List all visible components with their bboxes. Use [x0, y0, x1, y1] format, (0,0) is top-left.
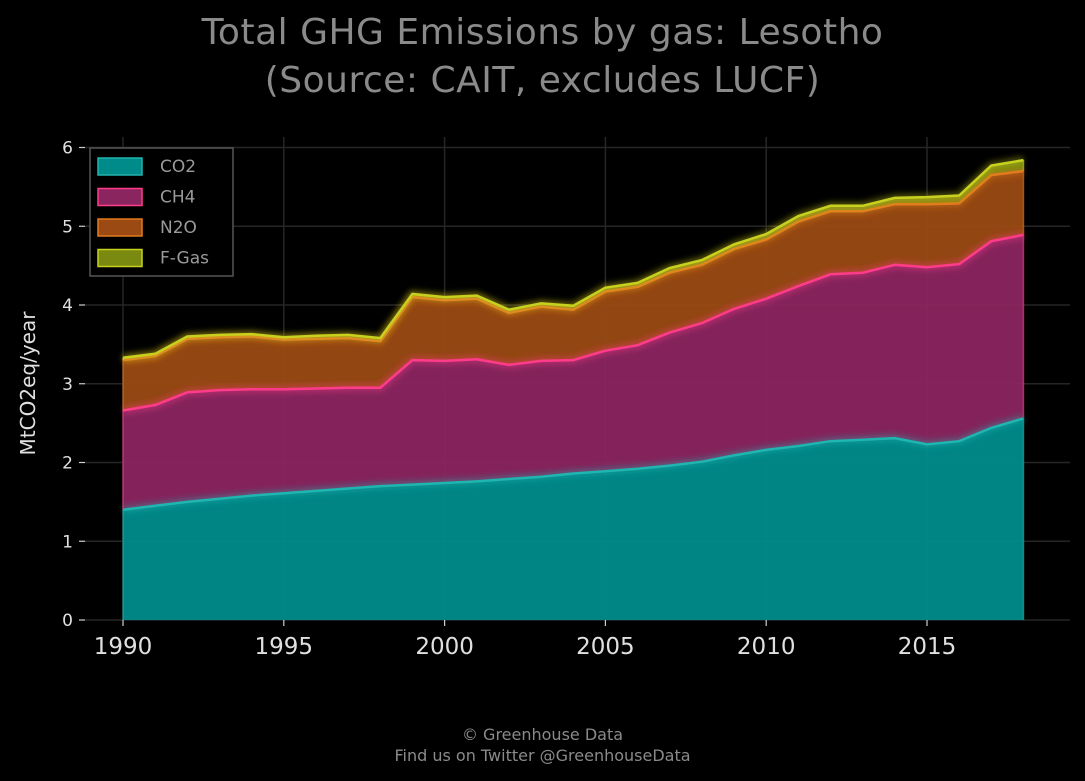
- line-ch4: [122, 233, 1024, 412]
- axes: 0 1 2 3 4 5 6 1990 1995 2000 2005 2010 2015 MtCO2eq/y…: [16, 139, 956, 661]
- areas: [123, 160, 1024, 620]
- x-tick-label: 2015: [898, 634, 957, 660]
- y-axis-label: MtCO2eq/year: [16, 311, 40, 456]
- legend-label-co2: CO2: [160, 157, 196, 177]
- area-co2: [123, 418, 1024, 620]
- y-tick-label: 1: [62, 532, 73, 552]
- legend-swatch-f-gas: [97, 248, 143, 268]
- chart-title-line-2: (Source: CAIT, excludes LUCF): [264, 60, 821, 101]
- x-tick-label: 2010: [737, 634, 796, 660]
- legend-label-ch4: CH4: [160, 188, 195, 208]
- legend-label-f-gas: F-Gas: [160, 249, 209, 269]
- legend-swatch-ch4: [97, 187, 143, 207]
- y-tick-label: 6: [62, 139, 73, 159]
- footer-credit: © Greenhouse Data: [461, 725, 624, 744]
- legend-swatch-co2: [97, 157, 143, 176]
- footer-twitter: Find us on Twitter @GreenhouseData: [394, 746, 691, 765]
- x-tick-label: 2000: [415, 634, 474, 660]
- y-tick-label: 4: [62, 296, 73, 316]
- area-ch4: [123, 234, 1024, 510]
- y-tick-label: 3: [62, 375, 73, 395]
- y-tick-label: 0: [62, 611, 73, 631]
- y-tick-label: 5: [62, 217, 73, 237]
- legend-swatch-n2o: [97, 218, 143, 237]
- x-tick-label: 1990: [94, 634, 153, 660]
- line-f-gas: [122, 158, 1024, 360]
- legend: CO2 CH4 N2O F-Gas: [89, 147, 234, 277]
- legend-label-n2o: N2O: [160, 218, 197, 238]
- series-lines: [122, 156, 1025, 620]
- y-tick-label: 2: [62, 454, 73, 474]
- x-tick-label: 1995: [255, 634, 314, 660]
- chart-title-line-1: Total GHG Emissions by gas: Lesotho: [201, 12, 884, 53]
- area-n2o: [123, 171, 1024, 411]
- x-tick-label: 2005: [576, 634, 635, 660]
- line-co2: [122, 417, 1024, 512]
